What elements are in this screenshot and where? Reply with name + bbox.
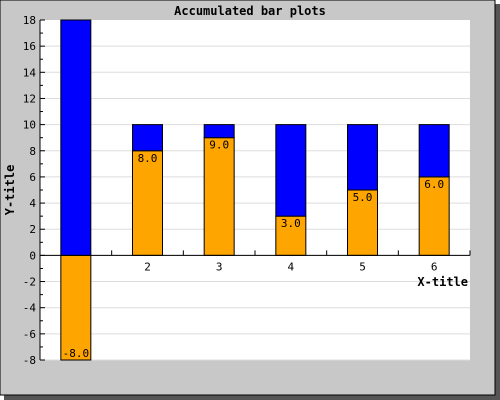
bar-series-1-2	[132, 150, 163, 256]
x-tick-label: 6	[431, 260, 438, 273]
y-tick-label: 2	[29, 223, 36, 236]
bar-series-2-4	[275, 124, 307, 217]
data-label-series-1-1: -8.0	[63, 347, 90, 360]
y-tick-label: 6	[29, 171, 36, 184]
data-label-series-1-4: 3.0	[281, 217, 301, 230]
y-tick-label: -8	[23, 354, 36, 367]
y-tick-label: 0	[29, 249, 36, 262]
bars	[60, 19, 450, 361]
bar-series-1-1	[60, 254, 92, 361]
bar-series-2-3	[203, 124, 235, 139]
y-tick-label: 16	[23, 40, 36, 53]
y-tick-label: -4	[23, 302, 37, 315]
chart-title: Accumulated bar plots	[174, 4, 326, 18]
data-label-series-1-5: 5.0	[353, 191, 373, 204]
data-labels: -8.0 8.0 9.0 3.0 5.0 6.0	[63, 139, 445, 360]
bar-series-1-3	[203, 137, 235, 256]
x-tick-label: 2	[144, 260, 151, 273]
plot-area	[40, 20, 470, 360]
bar-series-2-6	[418, 124, 450, 178]
y-tick-label: -6	[23, 328, 36, 341]
y-tick-label: 12	[23, 92, 36, 105]
y-tick-label: 14	[23, 66, 37, 79]
x-tick-label: 4	[288, 260, 295, 273]
axes: -8 -6 -4 -2 0 2 4 6 8 10 12 14 16 18 2 3 4 5 6	[23, 14, 471, 367]
y-tick-label: 18	[23, 14, 36, 27]
x-tick-label: 3	[216, 260, 223, 273]
y-axis-title: Y-title	[3, 165, 17, 216]
y-tick-label: 10	[23, 119, 36, 132]
x-axis-title: X-title	[417, 275, 468, 289]
y-tick-label: 4	[29, 197, 36, 210]
bar-series-2-2	[132, 124, 163, 152]
x-tick-label: 5	[359, 260, 366, 273]
y-tick-label: -2	[23, 276, 36, 289]
y-tick-label: 8	[29, 145, 36, 158]
bar-series-2-1	[60, 19, 92, 256]
data-label-series-1-2: 8.0	[138, 152, 158, 165]
data-label-series-1-6: 6.0	[424, 178, 444, 191]
data-label-series-1-3: 9.0	[209, 139, 229, 152]
bar-series-2-5	[347, 124, 378, 191]
